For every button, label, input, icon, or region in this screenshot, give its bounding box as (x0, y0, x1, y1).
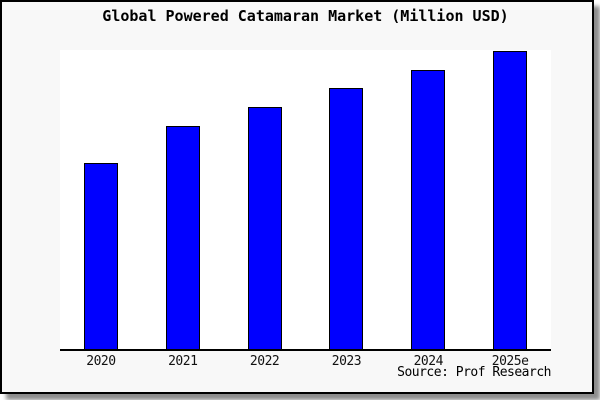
bar-2023 (329, 88, 363, 351)
bar-2022 (248, 107, 282, 351)
source-note: Source: Prof Research (397, 365, 551, 380)
x-tick-label-2022: 2022 (249, 354, 280, 369)
chart-title: Global Powered Catamaran Market (Million… (102, 7, 509, 25)
bar-2024 (411, 70, 445, 351)
x-axis-line (60, 349, 551, 351)
x-tick-label-2025e: 2025e (491, 354, 529, 369)
x-tick-label-2023: 2023 (331, 354, 362, 369)
plot-area (60, 50, 551, 351)
chart-figure: Global Powered Catamaran Market (Million… (0, 0, 594, 394)
x-tick-label-2020: 2020 (86, 354, 116, 369)
bar-2025e (493, 51, 527, 351)
x-tick-label-2024: 2024 (413, 354, 444, 369)
x-axis-ticks: 2020 2021 2022 2023 2024 2025e (60, 354, 551, 369)
x-tick-label-2021: 2021 (168, 354, 198, 369)
bar-2020 (84, 163, 118, 351)
bar-2021 (166, 126, 200, 351)
